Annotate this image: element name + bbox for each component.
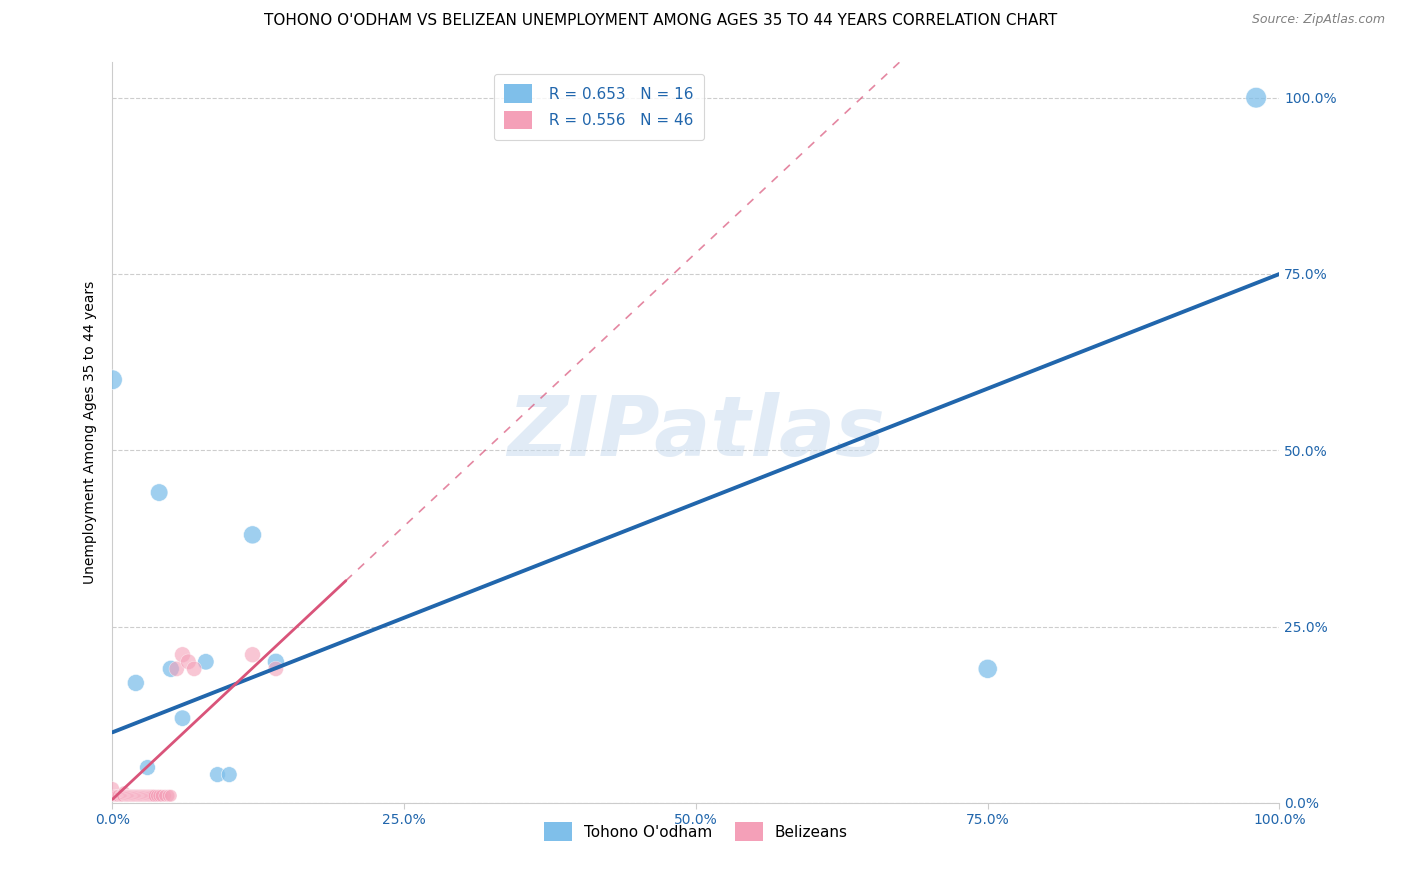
Point	[157, 789, 180, 803]
Point	[207, 767, 229, 781]
Point	[139, 789, 162, 803]
Point	[114, 789, 136, 803]
Point	[136, 760, 159, 774]
Point	[105, 789, 128, 803]
Point	[150, 789, 173, 803]
Point	[242, 648, 264, 662]
Point	[177, 655, 200, 669]
Point	[118, 789, 141, 803]
Point	[127, 789, 149, 803]
Legend: Tohono O'odham, Belizeans: Tohono O'odham, Belizeans	[538, 816, 853, 847]
Point	[124, 789, 146, 803]
Point	[218, 767, 240, 781]
Point	[101, 373, 124, 387]
Point	[172, 711, 194, 725]
Text: Source: ZipAtlas.com: Source: ZipAtlas.com	[1251, 13, 1385, 27]
Point	[110, 789, 132, 803]
Point	[111, 789, 134, 803]
Y-axis label: Unemployment Among Ages 35 to 44 years: Unemployment Among Ages 35 to 44 years	[83, 281, 97, 584]
Point	[107, 789, 129, 803]
Point	[111, 789, 134, 803]
Point	[146, 789, 169, 803]
Text: ZIPatlas: ZIPatlas	[508, 392, 884, 473]
Point	[141, 789, 163, 803]
Text: TOHONO O'ODHAM VS BELIZEAN UNEMPLOYMENT AMONG AGES 35 TO 44 YEARS CORRELATION CH: TOHONO O'ODHAM VS BELIZEAN UNEMPLOYMENT …	[264, 13, 1057, 29]
Point	[120, 789, 142, 803]
Point	[131, 789, 153, 803]
Point	[160, 789, 183, 803]
Point	[160, 662, 183, 676]
Point	[135, 789, 157, 803]
Point	[172, 648, 194, 662]
Point	[122, 789, 145, 803]
Point	[166, 662, 188, 676]
Point	[129, 789, 152, 803]
Point	[153, 789, 176, 803]
Point	[1244, 91, 1267, 105]
Point	[148, 789, 170, 803]
Point	[976, 662, 998, 676]
Point	[112, 785, 135, 799]
Point	[125, 676, 148, 690]
Point	[134, 789, 156, 803]
Point	[242, 528, 264, 542]
Point	[125, 789, 148, 803]
Point	[132, 789, 155, 803]
Point	[138, 789, 160, 803]
Point	[115, 789, 138, 803]
Point	[121, 789, 143, 803]
Point	[264, 662, 287, 676]
Point	[264, 655, 287, 669]
Point	[142, 789, 165, 803]
Point	[183, 662, 205, 676]
Point	[125, 789, 148, 803]
Point	[118, 789, 141, 803]
Point	[132, 789, 155, 803]
Point	[101, 781, 124, 796]
Point	[148, 485, 170, 500]
Point	[139, 789, 162, 803]
Point	[104, 789, 127, 803]
Point	[117, 789, 139, 803]
Point	[143, 789, 166, 803]
Point	[194, 655, 217, 669]
Point	[128, 789, 150, 803]
Point	[136, 789, 159, 803]
